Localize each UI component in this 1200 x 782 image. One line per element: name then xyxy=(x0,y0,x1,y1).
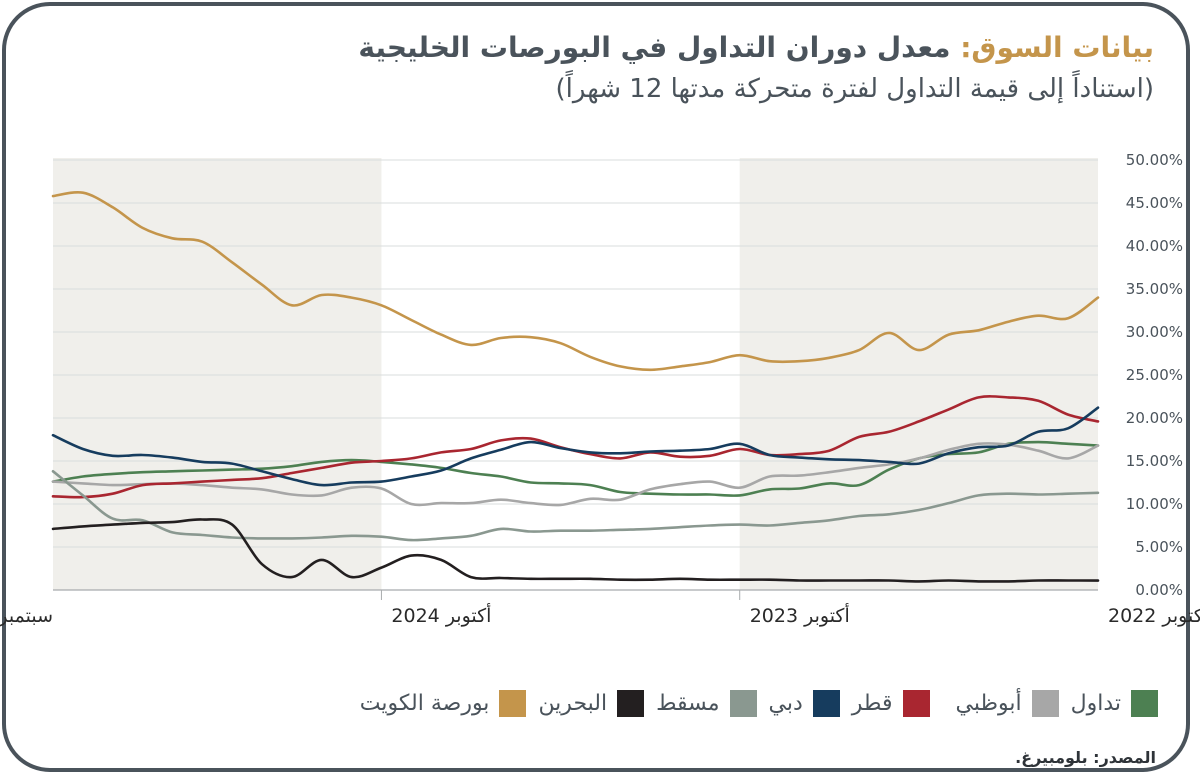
chart-subtitle: (استناداً إلى قيمة التداول لفترة متحركة … xyxy=(555,74,1154,104)
y-tick-label: 0.00% xyxy=(1135,581,1183,599)
y-tick-label: 10.00% xyxy=(1126,495,1183,513)
y-tick-label: 5.00% xyxy=(1135,538,1183,556)
legend-item: قطر xyxy=(852,690,930,717)
shaded-period xyxy=(53,158,382,590)
legend-label: بورصة الكويت xyxy=(359,691,490,716)
legend-label: البحرين xyxy=(538,691,608,716)
series-line-4 xyxy=(51,470,1100,542)
legend-item: البحرين xyxy=(538,690,645,717)
legend-swatch xyxy=(1131,690,1158,717)
y-tick-label: 40.00% xyxy=(1126,237,1183,255)
y-tick-label: 25.00% xyxy=(1126,366,1183,384)
title-main: معدل دوران التداول في البورصات الخليجية xyxy=(358,31,961,64)
y-tick-label: 30.00% xyxy=(1126,323,1183,341)
source-note: المصدر: بلومبيرغ. xyxy=(1015,748,1156,767)
y-tick-label: 15.00% xyxy=(1126,452,1183,470)
y-tick-label: 20.00% xyxy=(1126,409,1183,427)
legend-label: أبوظبي xyxy=(955,691,1022,716)
y-tick-label: 50.00% xyxy=(1126,151,1183,169)
legend-label: مسقط xyxy=(656,691,720,716)
legend-item: أبوظبي xyxy=(942,690,1059,717)
x-axis: أكتوبر 2022 أكتوبر 2023 أكتوبر 2024 سبتمبر … xyxy=(0,589,1200,627)
legend-label: قطر xyxy=(851,691,893,716)
chart-title: بيانات السوق: معدل دوران التداول في البو… xyxy=(358,30,1154,66)
x-tick-label: سبتمبر 2025 xyxy=(0,605,53,627)
legend-swatch xyxy=(499,690,527,717)
y-axis-ticks: 0.00% 5.00% 10.00% 15.00% 20.00% 25.00% 30.00%… xyxy=(1126,151,1183,599)
legend-item: دبي xyxy=(769,690,840,717)
gridlines xyxy=(53,159,1098,548)
legend-swatch xyxy=(902,690,930,717)
legend-label: دبي xyxy=(768,691,803,716)
legend-item: مسقط xyxy=(656,690,757,717)
series-line-1 xyxy=(51,442,1100,507)
card-frame xyxy=(2,2,1190,772)
series-line-3 xyxy=(51,406,1100,487)
shaded-period xyxy=(739,158,1098,590)
x-tick-label: أكتوبر 2022 xyxy=(1108,603,1200,627)
y-tick-label: 45.00% xyxy=(1126,194,1183,212)
title-accent: بيانات السوق: xyxy=(960,31,1154,64)
legend-swatch xyxy=(1031,690,1059,717)
x-tick-label: أكتوبر 2024 xyxy=(391,603,491,627)
legend-swatch xyxy=(812,690,840,717)
line-chart: 0.00% 5.00% 10.00% 15.00% 20.00% 25.00% 30.00%… xyxy=(0,151,1200,627)
series-line-6 xyxy=(51,190,1100,372)
series-lines xyxy=(51,190,1100,583)
legend: تداول أبوظبي قطر دبي مسقط البحرين بورصة الكويت xyxy=(348,690,1158,717)
x-tick-label: أكتوبر 2023 xyxy=(750,603,850,627)
legend-swatch xyxy=(617,690,645,717)
legend-item: تداول xyxy=(1071,690,1158,717)
legend-swatch xyxy=(729,690,757,717)
series-line-5 xyxy=(51,518,1100,583)
legend-item: بورصة الكويت xyxy=(360,690,527,717)
shaded-periods xyxy=(53,158,1098,590)
legend-label: تداول xyxy=(1070,691,1121,716)
y-tick-label: 35.00% xyxy=(1126,280,1183,298)
